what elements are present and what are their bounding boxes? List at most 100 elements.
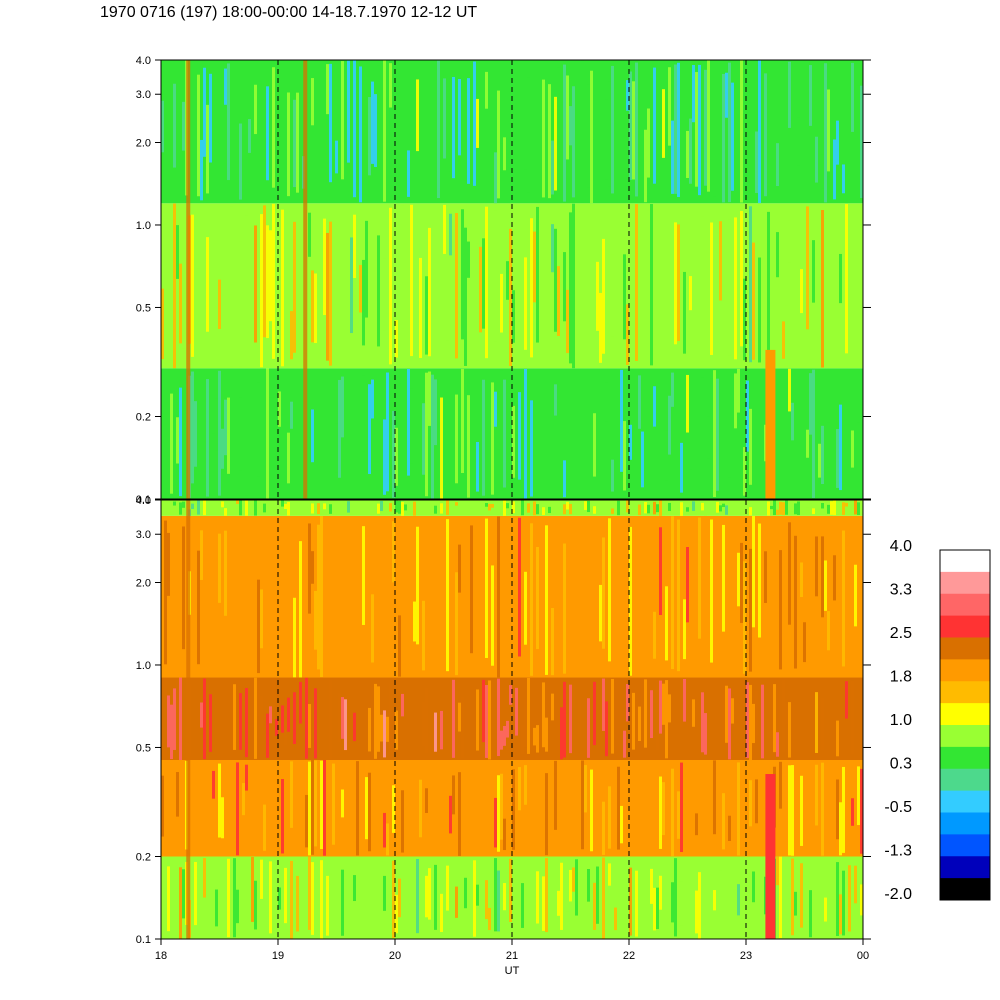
- y-tick-label: 3.0: [136, 89, 151, 101]
- heatmap-streak: [509, 858, 512, 922]
- heatmap-streak: [431, 374, 434, 499]
- heatmap-streak: [395, 500, 398, 513]
- heatmap-streak: [392, 521, 395, 583]
- chart-title: 1970 0716 (197) 18:00-00:00 14-18.7.1970…: [100, 4, 478, 21]
- heatmap-streak: [488, 907, 491, 931]
- heatmap-streak: [560, 862, 563, 930]
- heatmap-streak: [536, 546, 539, 650]
- heatmap-streak: [749, 548, 752, 672]
- heatmap-streak: [776, 856, 779, 886]
- heatmap-streak: [683, 678, 686, 722]
- heatmap-streak: [752, 515, 755, 628]
- heatmap-streak: [668, 522, 671, 580]
- heatmap-streak: [410, 388, 413, 464]
- heatmap-streak: [656, 887, 659, 930]
- heatmap-streak: [347, 501, 350, 513]
- heatmap-burst: [303, 60, 308, 499]
- heatmap-streak: [455, 502, 458, 506]
- y-tick-label: 0.2: [136, 852, 151, 864]
- heatmap-streak: [173, 83, 176, 168]
- x-tick-label: 22: [623, 950, 635, 962]
- heatmap-streak: [518, 767, 521, 811]
- heatmap-streak: [644, 368, 647, 491]
- heatmap-streak: [590, 70, 593, 204]
- heatmap-streak: [395, 427, 398, 486]
- heatmap-streak: [779, 856, 782, 939]
- heatmap-streak: [674, 64, 677, 194]
- heatmap-streak: [839, 894, 842, 935]
- heatmap-streak: [254, 500, 257, 516]
- heatmap-streak: [491, 781, 494, 856]
- heatmap-streak: [293, 221, 296, 353]
- heatmap-streak: [695, 813, 698, 836]
- heatmap-streak: [788, 220, 791, 263]
- heatmap-streak: [626, 500, 629, 513]
- heatmap-streak: [743, 500, 746, 514]
- heatmap-streak: [800, 863, 803, 928]
- heatmap-streak: [257, 680, 260, 716]
- x-tick-label: 18: [155, 950, 167, 962]
- heatmap-streak: [503, 818, 506, 851]
- heatmap-streak: [521, 781, 524, 820]
- heatmap-streak: [254, 84, 257, 135]
- heatmap-streak: [311, 270, 314, 343]
- heatmap-streak: [221, 797, 224, 839]
- heatmap-streak: [692, 501, 695, 511]
- heatmap-streak: [683, 599, 686, 660]
- heatmap-streak: [197, 74, 200, 197]
- heatmap-streak: [854, 564, 857, 627]
- heatmap-streak: [530, 218, 533, 358]
- heatmap-streak: [566, 75, 569, 160]
- heatmap-streak: [503, 379, 506, 488]
- heatmap-streak: [836, 862, 839, 937]
- heatmap-streak: [584, 501, 587, 510]
- heatmap-streak: [278, 516, 281, 675]
- heatmap-streak: [620, 805, 623, 844]
- heatmap-streak: [572, 685, 575, 708]
- heatmap-streak: [395, 320, 398, 358]
- heatmap-streak: [311, 551, 314, 584]
- heatmap-streak: [398, 500, 401, 514]
- heatmap-streak: [263, 503, 266, 513]
- heatmap-streak: [446, 500, 449, 515]
- heatmap-streak: [707, 500, 710, 513]
- heatmap-streak: [683, 271, 686, 354]
- heatmap-streak: [716, 501, 719, 513]
- heatmap-streak: [713, 890, 716, 911]
- heatmap-streak: [614, 907, 617, 931]
- heatmap-streak: [233, 684, 236, 750]
- heatmap-streak: [677, 373, 680, 498]
- heatmap-streak: [176, 698, 179, 750]
- heatmap-streak: [266, 86, 269, 181]
- heatmap-streak: [782, 502, 785, 516]
- heatmap-streak: [380, 501, 383, 512]
- heatmap-streak: [359, 264, 362, 313]
- heatmap-streak: [515, 687, 518, 736]
- heatmap-streak: [179, 263, 182, 344]
- heatmap-streak: [629, 71, 632, 180]
- heatmap-streak: [386, 372, 389, 492]
- heatmap-streak: [719, 221, 722, 301]
- heatmap-streak: [218, 857, 221, 933]
- heatmap-streak: [782, 679, 785, 752]
- heatmap-streak: [371, 81, 374, 164]
- heatmap-streak: [476, 689, 479, 751]
- heatmap-streak: [632, 582, 635, 644]
- heatmap-streak: [839, 802, 842, 856]
- colorbar-label: 0.3: [890, 756, 912, 773]
- heatmap-streak: [812, 240, 815, 303]
- heatmap-streak: [806, 206, 809, 330]
- heatmap-streak: [434, 864, 437, 930]
- heatmap-streak: [800, 269, 803, 314]
- heatmap-streak: [722, 694, 725, 740]
- heatmap-streak: [482, 679, 485, 743]
- heatmap-streak: [284, 722, 287, 745]
- heatmap-streak: [608, 863, 611, 886]
- heatmap-streak: [722, 524, 725, 632]
- heatmap-streak: [218, 370, 221, 496]
- heatmap-streak: [203, 500, 206, 516]
- heatmap-streak: [269, 230, 272, 322]
- heatmap-streak: [503, 883, 506, 911]
- heatmap-streak: [653, 67, 656, 184]
- heatmap-streak: [407, 774, 410, 814]
